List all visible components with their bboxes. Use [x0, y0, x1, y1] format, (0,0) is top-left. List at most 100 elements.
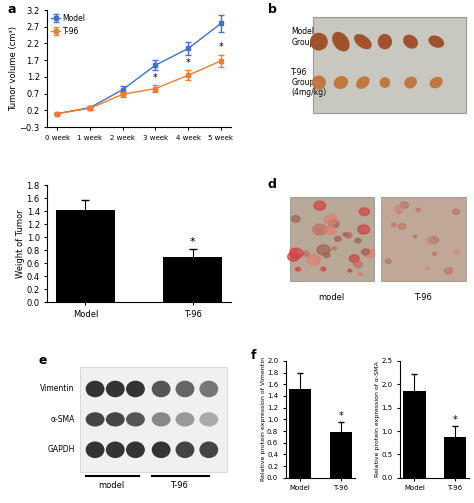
Text: model: model — [99, 481, 125, 490]
Ellipse shape — [127, 381, 144, 396]
Ellipse shape — [455, 250, 460, 254]
Legend: Model, T-96: Model, T-96 — [51, 14, 86, 36]
Ellipse shape — [416, 208, 420, 211]
Text: a: a — [7, 3, 16, 16]
Ellipse shape — [288, 253, 299, 261]
Ellipse shape — [86, 381, 104, 396]
Y-axis label: Relative protein expression of α-SMA: Relative protein expression of α-SMA — [375, 362, 380, 477]
Ellipse shape — [328, 220, 339, 228]
Ellipse shape — [394, 206, 403, 212]
Ellipse shape — [292, 216, 300, 222]
Ellipse shape — [405, 77, 416, 88]
Bar — [444, 437, 466, 478]
Ellipse shape — [176, 442, 194, 457]
Ellipse shape — [400, 202, 409, 208]
Ellipse shape — [429, 36, 444, 47]
Ellipse shape — [86, 413, 104, 426]
Text: T-96: T-96 — [414, 293, 432, 302]
Ellipse shape — [453, 209, 460, 214]
Bar — [313, 17, 465, 113]
Ellipse shape — [392, 223, 396, 227]
Ellipse shape — [176, 413, 194, 426]
Bar — [164, 257, 222, 302]
Ellipse shape — [153, 381, 170, 396]
Ellipse shape — [355, 35, 371, 48]
Text: α-SMA: α-SMA — [51, 415, 75, 424]
Ellipse shape — [335, 236, 341, 241]
Ellipse shape — [200, 413, 218, 426]
Text: *: * — [453, 415, 457, 426]
Ellipse shape — [107, 381, 124, 396]
Ellipse shape — [346, 234, 351, 237]
Ellipse shape — [397, 210, 401, 213]
Text: Vimentin: Vimentin — [40, 384, 75, 393]
Ellipse shape — [313, 224, 327, 235]
Text: GAPDH: GAPDH — [47, 445, 75, 454]
Ellipse shape — [413, 235, 417, 238]
Text: T-96: T-96 — [171, 481, 188, 490]
Text: d: d — [267, 179, 276, 192]
Y-axis label: Tumor volume (cm³): Tumor volume (cm³) — [9, 26, 18, 111]
Ellipse shape — [200, 381, 218, 396]
Ellipse shape — [404, 35, 417, 48]
Bar — [56, 210, 115, 302]
Ellipse shape — [429, 236, 438, 243]
Ellipse shape — [312, 76, 325, 89]
Bar — [329, 432, 352, 478]
Text: e: e — [38, 354, 47, 367]
Ellipse shape — [333, 33, 349, 51]
Ellipse shape — [107, 413, 124, 426]
Text: f: f — [251, 349, 257, 362]
Ellipse shape — [314, 201, 326, 210]
Y-axis label: Relative protein expression of Vimentin: Relative protein expression of Vimentin — [261, 357, 265, 481]
Ellipse shape — [358, 272, 363, 276]
Bar — [289, 389, 311, 478]
Bar — [81, 367, 227, 472]
Ellipse shape — [355, 238, 361, 243]
Text: T-96
Group
(4mg/kg): T-96 Group (4mg/kg) — [292, 68, 327, 98]
Bar — [403, 391, 426, 478]
Ellipse shape — [86, 442, 104, 457]
Ellipse shape — [364, 249, 374, 258]
Ellipse shape — [343, 233, 347, 236]
Ellipse shape — [334, 77, 347, 89]
Ellipse shape — [127, 413, 144, 426]
Ellipse shape — [398, 223, 406, 229]
Bar — [290, 197, 374, 281]
Ellipse shape — [358, 225, 370, 234]
Ellipse shape — [200, 442, 218, 457]
Text: *: * — [153, 73, 158, 83]
Ellipse shape — [345, 232, 352, 238]
Ellipse shape — [307, 255, 321, 265]
Ellipse shape — [432, 252, 437, 256]
Ellipse shape — [323, 253, 329, 258]
Ellipse shape — [332, 247, 337, 250]
Ellipse shape — [445, 268, 453, 274]
Ellipse shape — [296, 268, 301, 271]
Ellipse shape — [357, 77, 369, 88]
Ellipse shape — [354, 261, 362, 268]
Ellipse shape — [153, 413, 170, 426]
Ellipse shape — [290, 248, 296, 253]
Ellipse shape — [321, 267, 326, 271]
Bar — [381, 197, 465, 281]
Ellipse shape — [153, 442, 170, 457]
Ellipse shape — [317, 245, 330, 255]
Ellipse shape — [290, 248, 303, 259]
Ellipse shape — [385, 259, 391, 264]
Ellipse shape — [317, 229, 321, 232]
Text: *: * — [338, 410, 343, 421]
Y-axis label: Weight of Tumor: Weight of Tumor — [16, 210, 25, 278]
Text: Model
Group: Model Group — [292, 27, 315, 47]
Ellipse shape — [426, 267, 429, 270]
Ellipse shape — [362, 249, 369, 255]
Ellipse shape — [310, 34, 327, 50]
Ellipse shape — [324, 214, 337, 224]
Ellipse shape — [176, 381, 194, 396]
Ellipse shape — [359, 208, 369, 216]
Text: *: * — [190, 237, 196, 247]
Ellipse shape — [349, 255, 359, 262]
Text: *: * — [186, 58, 191, 68]
Ellipse shape — [325, 226, 336, 235]
Text: b: b — [267, 3, 276, 16]
